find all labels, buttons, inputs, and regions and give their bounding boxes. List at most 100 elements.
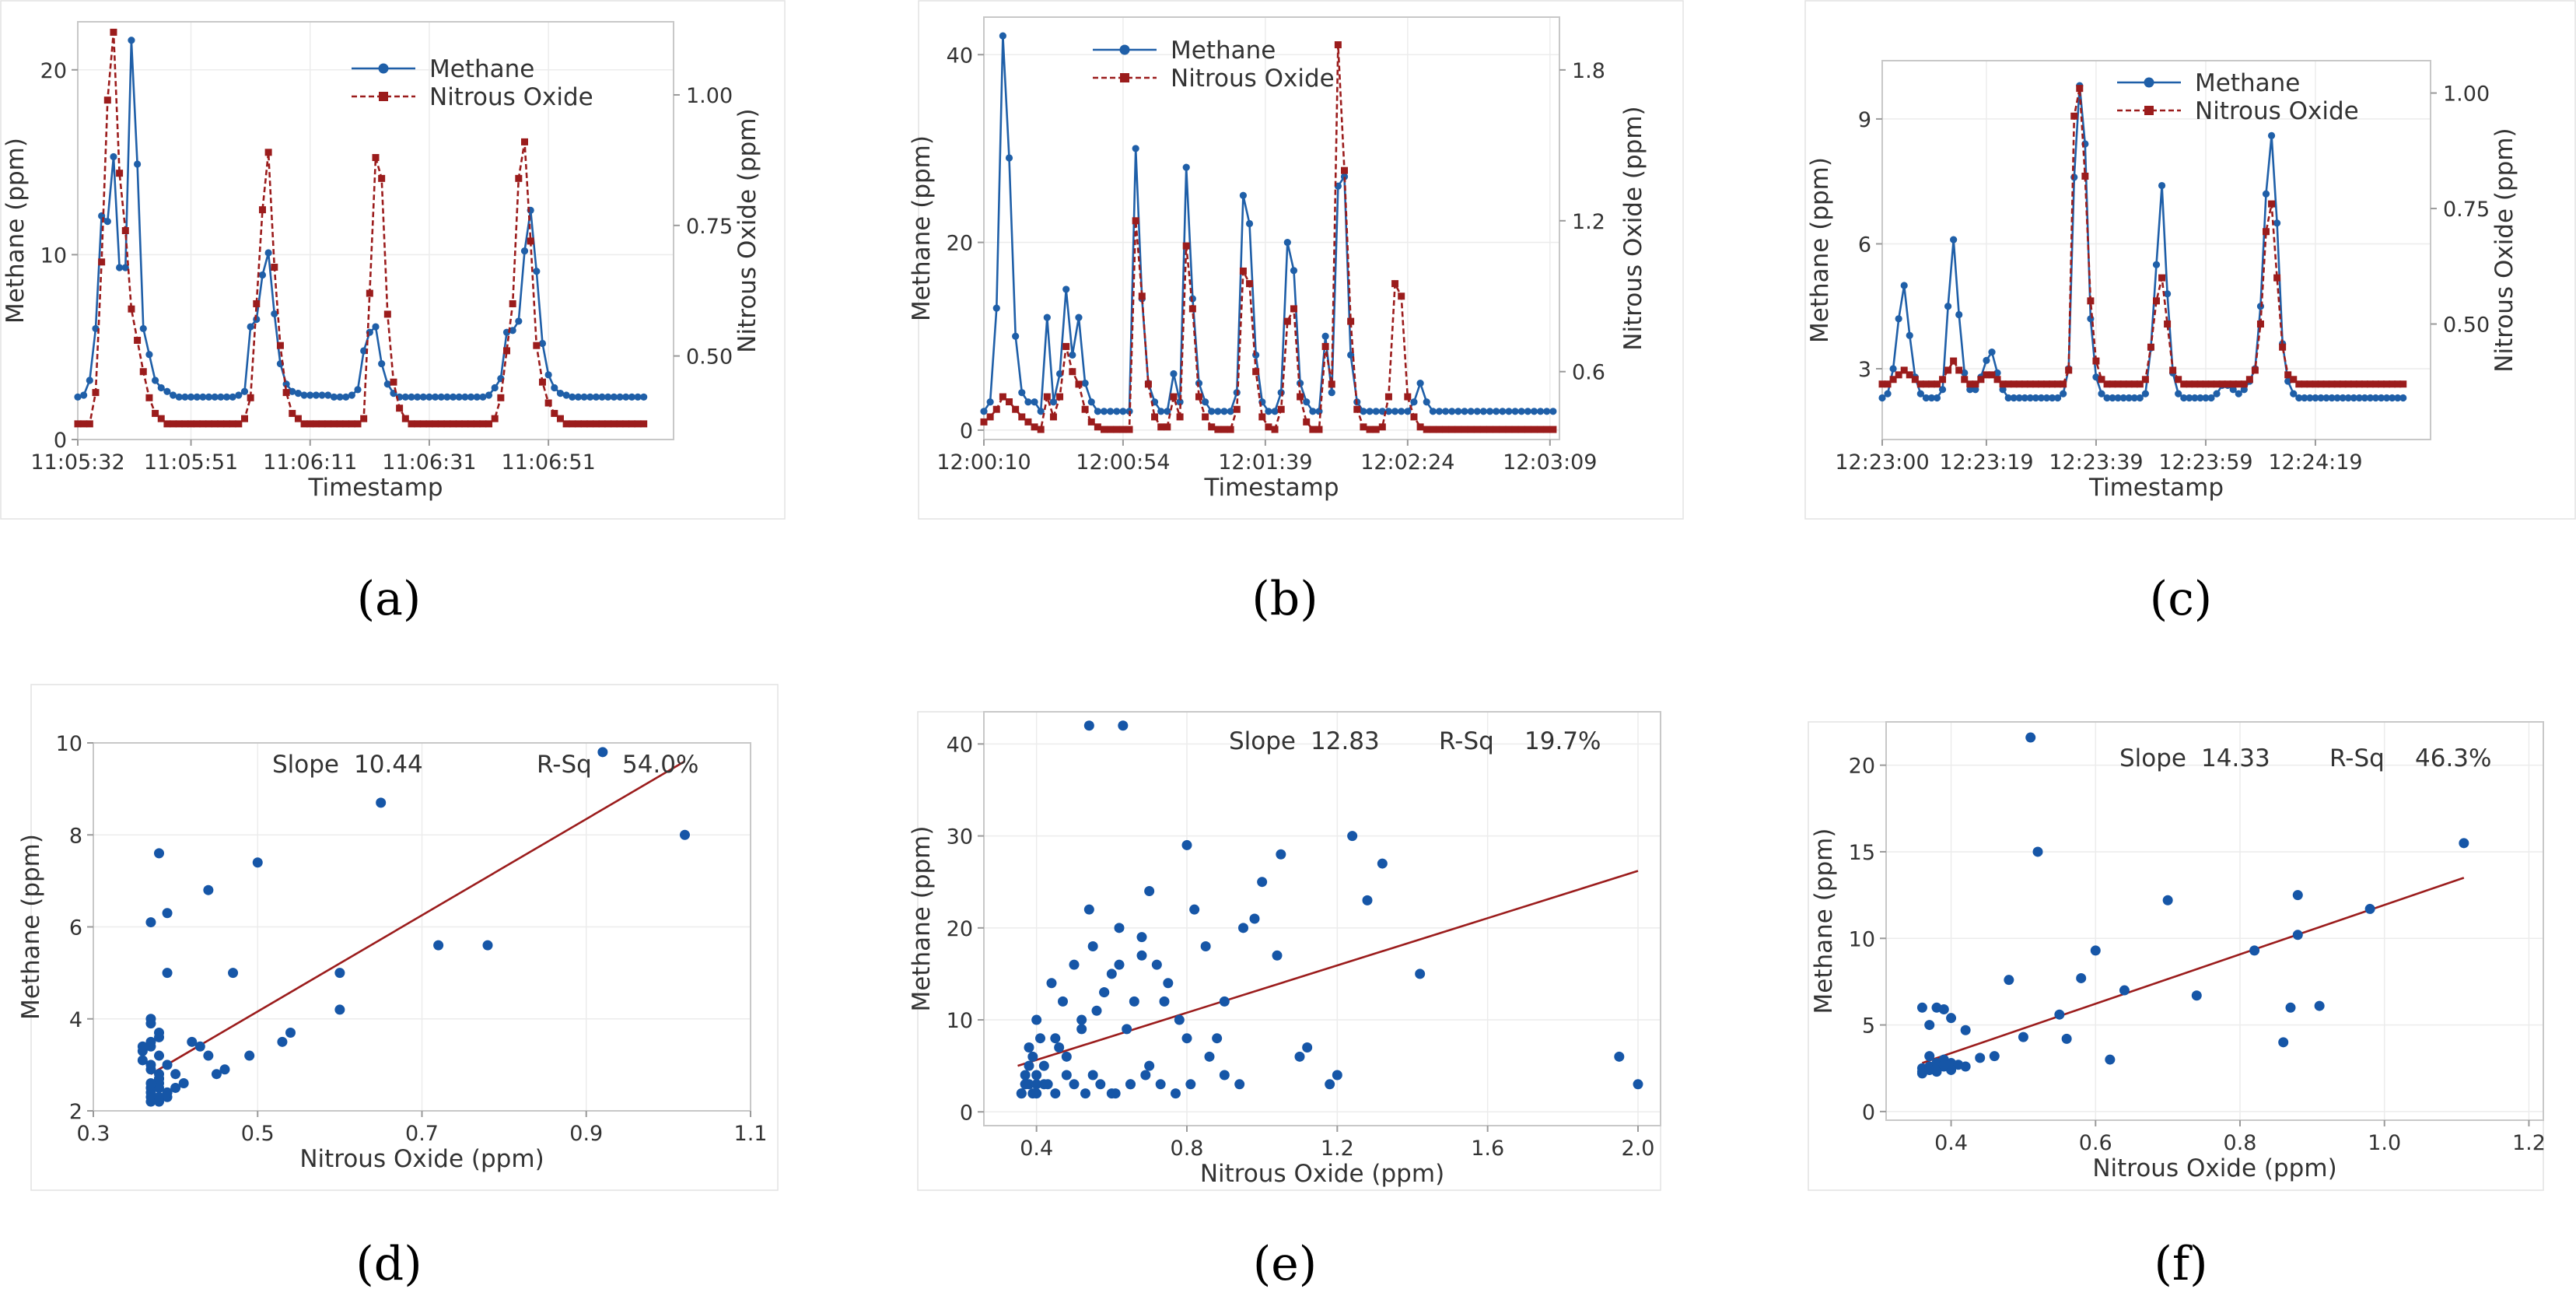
legend-label: Nitrous Oxide [429,83,593,111]
scatter-point [1415,968,1426,979]
data-point-methane [2213,390,2221,398]
data-point-methane [1505,408,1513,415]
rsq-label: R-Sq [1439,727,1494,755]
data-point-nitrous-oxide [2263,228,2270,236]
data-point-nitrous-oxide [1062,342,1070,350]
data-point-nitrous-oxide [2317,380,2325,388]
data-point-nitrous-oxide [1094,423,1101,431]
data-point-methane [193,393,201,401]
data-point-nitrous-oxide [1347,317,1355,325]
data-point-methane [116,264,124,271]
data-point-nitrous-oxide [336,420,344,428]
x-axis-label: Timestamp [1203,474,1339,502]
data-point-nitrous-oxide [2322,380,2330,388]
plot-area [983,16,1560,440]
data-point-methane [103,218,111,226]
data-point-nitrous-oxide [247,394,254,401]
data-point-methane [408,393,415,401]
data-point-nitrous-oxide [1353,405,1361,413]
data-point-methane [1429,408,1437,415]
data-point-nitrous-oxide [383,310,391,318]
data-point-nitrous-oxide [152,409,159,417]
scatter-point [1189,904,1200,915]
data-point-nitrous-oxide [2153,297,2160,305]
data-point-nitrous-oxide [1321,342,1329,350]
data-point-nitrous-oxide [2240,380,2248,388]
data-point-methane [2186,394,2193,402]
scatter-point [1946,1064,1957,1075]
scatter-point [1249,913,1260,924]
scatter-point [1989,1051,2000,1062]
x-tick-label: 11:05:51 [144,450,238,475]
data-point-nitrous-oxide [1906,371,1913,379]
x-axis-label: Timestamp [2088,474,2224,502]
data-point-methane [1524,408,1531,415]
scatter-point [1054,1042,1065,1053]
data-point-nitrous-oxide [193,420,201,428]
data-point-methane [2267,131,2276,139]
data-point-methane [634,393,642,401]
data-point-methane [1227,408,1234,415]
data-point-methane [1119,408,1127,415]
data-point-methane [378,359,386,368]
data-point-nitrous-oxide [103,96,111,104]
slope-label: Slope [272,751,339,779]
x-tick-label: 11:06:31 [382,450,476,475]
data-point-methane [2256,303,2265,310]
data-point-nitrous-oxide [2180,380,2188,388]
data-point-methane [2262,190,2270,198]
data-point-methane [294,389,303,398]
data-point-nitrous-oxide [2339,380,2347,388]
plot-area [1885,721,2544,1121]
data-point-methane [2042,394,2051,402]
data-point-nitrous-oxide [1988,371,1996,379]
data-point-nitrous-oxide [1416,423,1424,431]
data-point-nitrous-oxide [312,420,320,428]
data-point-nitrous-oxide [2164,320,2172,328]
data-point-methane [980,408,988,415]
data-point-nitrous-oxide [240,415,248,422]
data-point-nitrous-oxide [1537,426,1545,433]
scatter-point [1924,1020,1935,1031]
scatter-point [1069,959,1080,970]
scatter-point [1099,987,1110,998]
data-point-nitrous-oxide [580,420,588,428]
data-point-nitrous-oxide [414,420,422,428]
data-point-methane [2180,394,2188,402]
scatter-point [1960,1025,1971,1035]
data-point-methane [515,317,523,325]
data-point-methane [1220,408,1228,415]
data-point-nitrous-oxide [199,420,207,428]
scatter-point [2004,975,2014,986]
data-point-methane [1404,408,1412,415]
x-axis-label: Timestamp [307,474,443,502]
panel-frame [0,0,786,520]
scatter-point [1091,1005,1102,1016]
slope-value: 10.44 [354,751,423,779]
data-point-methane [348,391,355,399]
data-point-nitrous-oxide [1087,418,1095,426]
scatter-point [244,1050,255,1061]
scatter-point [1200,940,1211,951]
data-point-methane [80,391,88,399]
data-point-methane [2070,173,2078,181]
y-tick-label-right: 1.8 [1572,59,1605,83]
data-point-nitrous-oxide [2098,376,2105,384]
data-point-nitrous-oxide [1107,426,1115,433]
data-point-nitrous-oxide [324,420,332,428]
data-point-methane [2273,219,2281,227]
data-point-nitrous-oxide [634,420,642,428]
data-point-nitrous-oxide [2333,380,2341,388]
data-point-methane [1164,408,1171,415]
panel-frame [1804,0,2576,520]
x-axis-label: Nitrous Oxide (ppm) [1200,1160,1444,1188]
scatter-point [680,829,690,840]
data-point-methane [432,393,439,401]
data-point-methane [610,393,618,401]
data-point-methane [2350,394,2357,402]
x-tick-label: 0.8 [1171,1137,1204,1161]
data-point-nitrous-oxide [157,415,165,422]
data-point-nitrous-oxide [2065,366,2073,374]
data-point-methane [92,324,100,333]
scatter-point [2018,1032,2028,1042]
